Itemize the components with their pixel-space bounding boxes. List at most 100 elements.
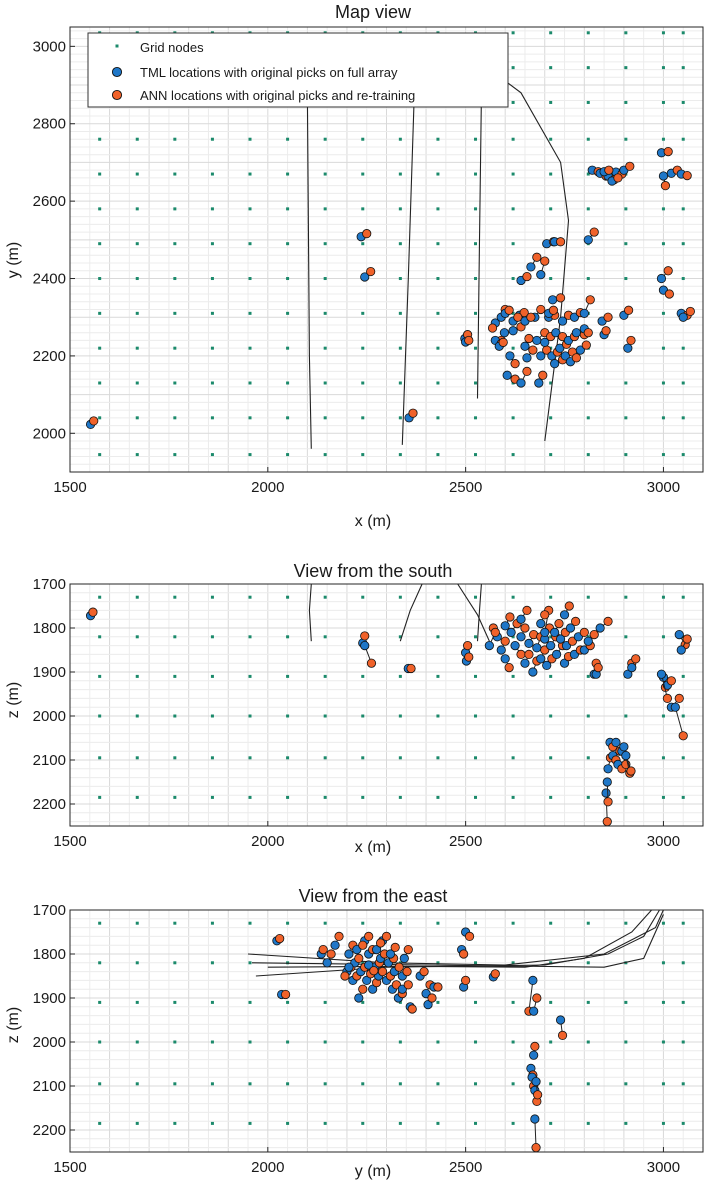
event-pair <box>550 618 564 638</box>
event-pair <box>656 147 673 158</box>
grid-node <box>135 277 139 281</box>
grid-node <box>286 1000 290 1004</box>
event-pair <box>516 605 532 624</box>
tml-location-point <box>526 262 536 272</box>
event-pair <box>484 627 500 651</box>
grid-node <box>398 756 402 760</box>
grid-node <box>436 172 440 176</box>
ann-location-point <box>510 359 520 369</box>
grid-node <box>511 1040 515 1044</box>
grid-node <box>398 453 402 457</box>
grid-node <box>286 242 290 246</box>
ann-location-point <box>571 616 581 627</box>
grid-node <box>361 1121 365 1125</box>
grid-node <box>681 961 685 965</box>
grid-node <box>661 1082 665 1086</box>
y-axis-label: y (m) <box>5 242 22 278</box>
grid-node <box>511 635 515 639</box>
grid-node <box>511 172 515 176</box>
grid-node <box>624 635 628 639</box>
grid-node <box>398 595 402 599</box>
event-pair <box>505 351 520 369</box>
y-tick-label: 2800 <box>33 116 66 133</box>
tml-location-point <box>551 328 561 338</box>
x-tick-label: 2500 <box>449 1159 482 1176</box>
tml-location-point <box>557 316 568 326</box>
ann-location-point <box>358 984 368 994</box>
tml-location-point <box>502 370 512 380</box>
grid-node <box>661 1040 665 1044</box>
grid-node <box>624 381 628 385</box>
tml-location-point <box>583 636 593 646</box>
grid-node <box>286 207 290 211</box>
well-trajectory <box>401 96 415 445</box>
ann-location-point <box>520 623 530 633</box>
tml-location-point <box>368 984 378 994</box>
ann-location-point <box>585 295 595 305</box>
grid-node <box>586 381 590 385</box>
y-tick-label: 2200 <box>33 348 66 365</box>
grid-node <box>474 674 478 678</box>
ann-location-point <box>674 693 684 704</box>
tml-location-point <box>500 654 510 664</box>
pair-connector <box>674 707 684 736</box>
grid-node <box>474 416 478 420</box>
ann-location-point <box>589 629 599 640</box>
grid-node <box>624 242 628 246</box>
grid-node <box>323 453 327 457</box>
grid-node <box>436 795 440 799</box>
ann-location-point <box>602 816 612 827</box>
tml-location-point <box>611 737 621 748</box>
tml-location-point <box>601 788 611 798</box>
tml-location-point <box>550 359 560 369</box>
ann-location-point <box>528 345 538 355</box>
grid-node <box>323 674 327 678</box>
ann-location-point <box>464 335 474 346</box>
grid-node <box>474 207 478 211</box>
grid-node <box>624 714 628 718</box>
grid-node <box>173 172 177 176</box>
grid-node <box>361 242 365 246</box>
grid-node <box>681 346 685 350</box>
tml-location-point <box>529 1050 539 1060</box>
grid-node <box>323 1121 327 1125</box>
y-tick-label: 2400 <box>33 271 66 288</box>
grid-node <box>361 674 365 678</box>
ann-location-point <box>530 1041 540 1052</box>
grid-node <box>474 921 478 925</box>
grid-node <box>286 921 290 925</box>
ann-location-point <box>685 306 695 317</box>
event-pair <box>277 989 291 1000</box>
grid-node <box>586 137 590 141</box>
tml-location-point <box>522 353 532 363</box>
grid-node <box>474 961 478 965</box>
grid-node <box>511 31 515 35</box>
event-pair <box>550 237 566 247</box>
event-pair <box>272 933 285 946</box>
grid-node <box>549 31 553 35</box>
grid-node <box>474 346 478 350</box>
grid-node <box>361 1040 365 1044</box>
grid-node <box>511 311 515 315</box>
event-pair <box>520 333 534 351</box>
grid-node <box>661 635 665 639</box>
event-pair <box>658 285 674 299</box>
grid-node <box>549 416 553 420</box>
well-trajectory <box>476 96 482 399</box>
ann-location-point <box>522 605 532 616</box>
legend-marker-tml <box>111 66 123 78</box>
ann-location-point <box>532 252 542 262</box>
event-pair <box>487 318 500 333</box>
tick-labels: 1500 2000 2500 3000 1700 1800 1900 2000 2100 2200 <box>33 576 681 850</box>
ann-location-point <box>326 949 336 959</box>
event-pair <box>536 610 550 629</box>
grid-node <box>173 311 177 315</box>
grid-node <box>98 1000 102 1004</box>
ann-location-point <box>532 993 542 1003</box>
legend-label-ann: ANN locations with original picks and re… <box>140 88 415 103</box>
event-pair <box>356 229 372 242</box>
y-tick-label: 3000 <box>33 38 66 55</box>
tml-location-point <box>423 999 433 1010</box>
grid-node <box>681 1121 685 1125</box>
ann-location-point <box>362 229 372 239</box>
